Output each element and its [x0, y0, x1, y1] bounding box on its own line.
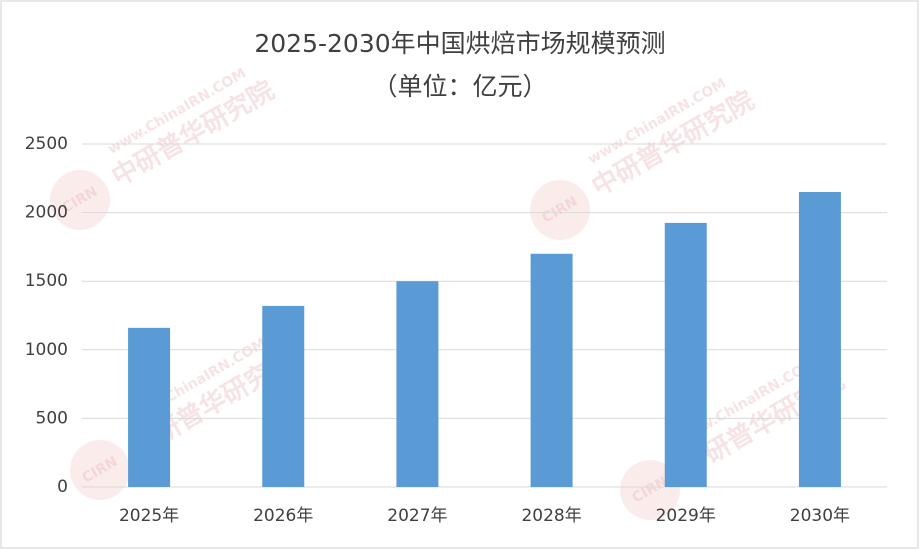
watermark-logo-circle — [530, 180, 590, 240]
y-tick-label: 2000 — [25, 203, 68, 223]
bar — [396, 281, 439, 487]
x-tick-label: 2026年 — [253, 506, 313, 526]
y-tick-label: 2500 — [25, 134, 68, 154]
bar — [664, 222, 707, 487]
x-tick-label: 2030年 — [790, 506, 850, 526]
y-tick-label: 1500 — [25, 271, 68, 291]
y-tick-label: 0 — [57, 477, 68, 497]
x-tick-label: 2027年 — [387, 506, 447, 526]
y-tick-label: 1000 — [25, 340, 68, 360]
watermark-logo-circle — [50, 170, 110, 230]
watermark-logo-circle — [70, 440, 130, 500]
x-tick-label: 2029年 — [656, 506, 716, 526]
y-tick-label: 500 — [36, 408, 68, 428]
bar — [262, 305, 305, 487]
x-tick-label: 2025年 — [119, 506, 179, 526]
bar — [798, 192, 841, 487]
chart-title: 2025-2030年中国烘焙市场规模预测 — [254, 29, 665, 58]
chart-subtitle: （单位：亿元） — [372, 72, 547, 101]
x-tick-label: 2028年 — [521, 506, 581, 526]
bar — [530, 253, 573, 487]
bar — [128, 327, 171, 487]
